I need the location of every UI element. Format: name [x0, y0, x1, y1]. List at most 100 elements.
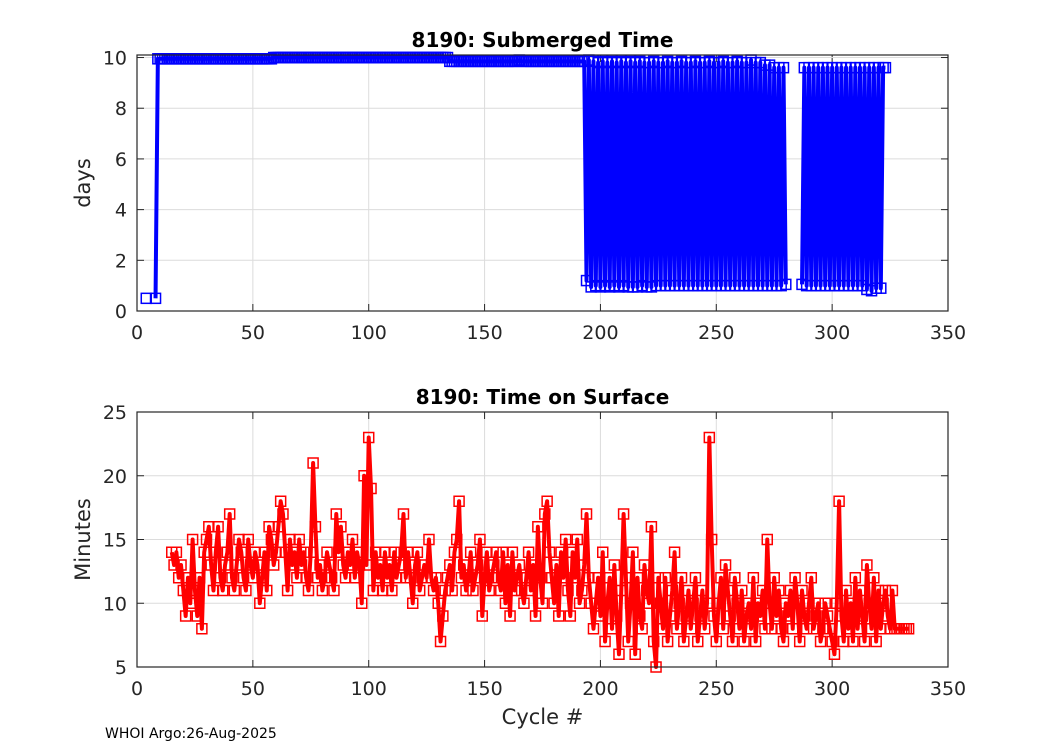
data-point-marker [645, 521, 658, 533]
data-point-marker [715, 572, 727, 584]
data-point-marker [854, 584, 866, 597]
data-point-marker [851, 623, 864, 635]
data-point-marker [631, 572, 644, 584]
data-point-marker [451, 533, 463, 546]
data-point-marker [576, 584, 588, 597]
data-point-marker [691, 635, 704, 648]
data-point-marker [281, 584, 294, 597]
data-point-marker [492, 572, 505, 584]
y-tick-label: 4 [115, 200, 127, 222]
data-point-marker [678, 635, 690, 648]
x-tick-label: 100 [351, 678, 387, 700]
data-point-marker [483, 584, 495, 597]
data-point-marker [432, 597, 444, 609]
x-tick-label: 350 [930, 678, 966, 700]
data-point-marker [763, 597, 776, 609]
data-point-marker [168, 559, 180, 571]
data-point-marker [214, 572, 227, 584]
data-point-marker [522, 546, 535, 558]
data-point-marker [430, 572, 442, 584]
data-point-marker [726, 635, 739, 648]
data-point-marker [879, 584, 892, 597]
data-point-marker [740, 610, 753, 622]
y-tick-label: 10 [103, 48, 127, 70]
y-tick-label: 5 [115, 657, 127, 679]
data-point-marker [773, 584, 785, 597]
x-tick-label: 150 [466, 678, 502, 700]
data-point-marker [603, 572, 616, 584]
data-point-marker [610, 610, 623, 622]
data-point-marker [302, 584, 315, 597]
data-point-marker [886, 584, 899, 597]
axes-box [136, 54, 949, 312]
data-point-marker [230, 559, 243, 571]
data-point-marker [182, 572, 194, 584]
y-axis-label: days [71, 158, 95, 208]
data-point-marker [543, 546, 556, 558]
data-point-marker [388, 546, 400, 558]
x-tick-label: 0 [131, 678, 143, 700]
data-point-marker [216, 584, 229, 597]
data-point-marker [717, 623, 729, 635]
data-point-marker [184, 597, 197, 609]
data-point-marker [634, 610, 646, 622]
y-tick-label: 8 [115, 98, 127, 120]
data-point-marker [413, 584, 426, 597]
data-point-marker [349, 572, 361, 584]
data-point-marker [277, 508, 289, 520]
data-point-marker [488, 559, 500, 571]
y-tick-label: 25 [103, 402, 127, 424]
data-point-marker [418, 559, 431, 571]
data-point-marker [193, 572, 206, 584]
data-point-marker [668, 546, 681, 558]
data-point-marker [798, 610, 811, 622]
data-point-marker [571, 533, 584, 546]
data-point-marker [177, 584, 190, 597]
data-point-marker [805, 572, 818, 584]
data-point-marker [671, 623, 683, 635]
data-point-marker [274, 495, 287, 507]
data-point-marker [696, 584, 709, 597]
data-point-marker [244, 559, 257, 571]
data-point-marker [453, 495, 465, 507]
data-point-marker [770, 610, 783, 622]
data-point-marker [685, 623, 697, 635]
data-point-marker [840, 584, 852, 597]
data-point-marker [620, 572, 632, 584]
data-point-marker [501, 559, 514, 571]
data-point-marker [256, 572, 268, 584]
data-point-marker [601, 597, 614, 609]
data-point-marker [661, 635, 674, 648]
data-point-marker [858, 635, 871, 648]
data-point-marker [365, 482, 377, 495]
data-point-marker [756, 584, 769, 597]
data-point-marker [536, 597, 549, 609]
data-point-marker [323, 559, 336, 571]
data-point-marker [694, 610, 706, 622]
data-point-marker [793, 635, 806, 648]
data-point-marker [307, 457, 319, 469]
data-point-marker [652, 572, 665, 584]
data-point-marker [476, 610, 489, 622]
data-point-marker [534, 572, 546, 584]
data-point-marker [573, 597, 586, 609]
data-point-marker [335, 521, 347, 533]
data-point-marker [784, 584, 797, 597]
data-point-marker [749, 635, 762, 648]
data-point-marker [504, 610, 516, 622]
data-point-marker [819, 597, 831, 609]
data-point-marker [529, 610, 542, 622]
data-point-marker [638, 559, 651, 571]
data-point-marker [812, 597, 824, 609]
data-point-marker [258, 546, 271, 558]
data-point-marker [569, 572, 581, 584]
data-point-marker [337, 559, 349, 571]
data-point-marker [423, 533, 435, 546]
data-point-marker [777, 635, 790, 648]
data-point-marker [300, 572, 312, 584]
data-point-marker [761, 533, 774, 546]
data-point-marker [562, 584, 574, 597]
data-point-marker [596, 546, 609, 558]
data-point-marker [666, 584, 679, 597]
